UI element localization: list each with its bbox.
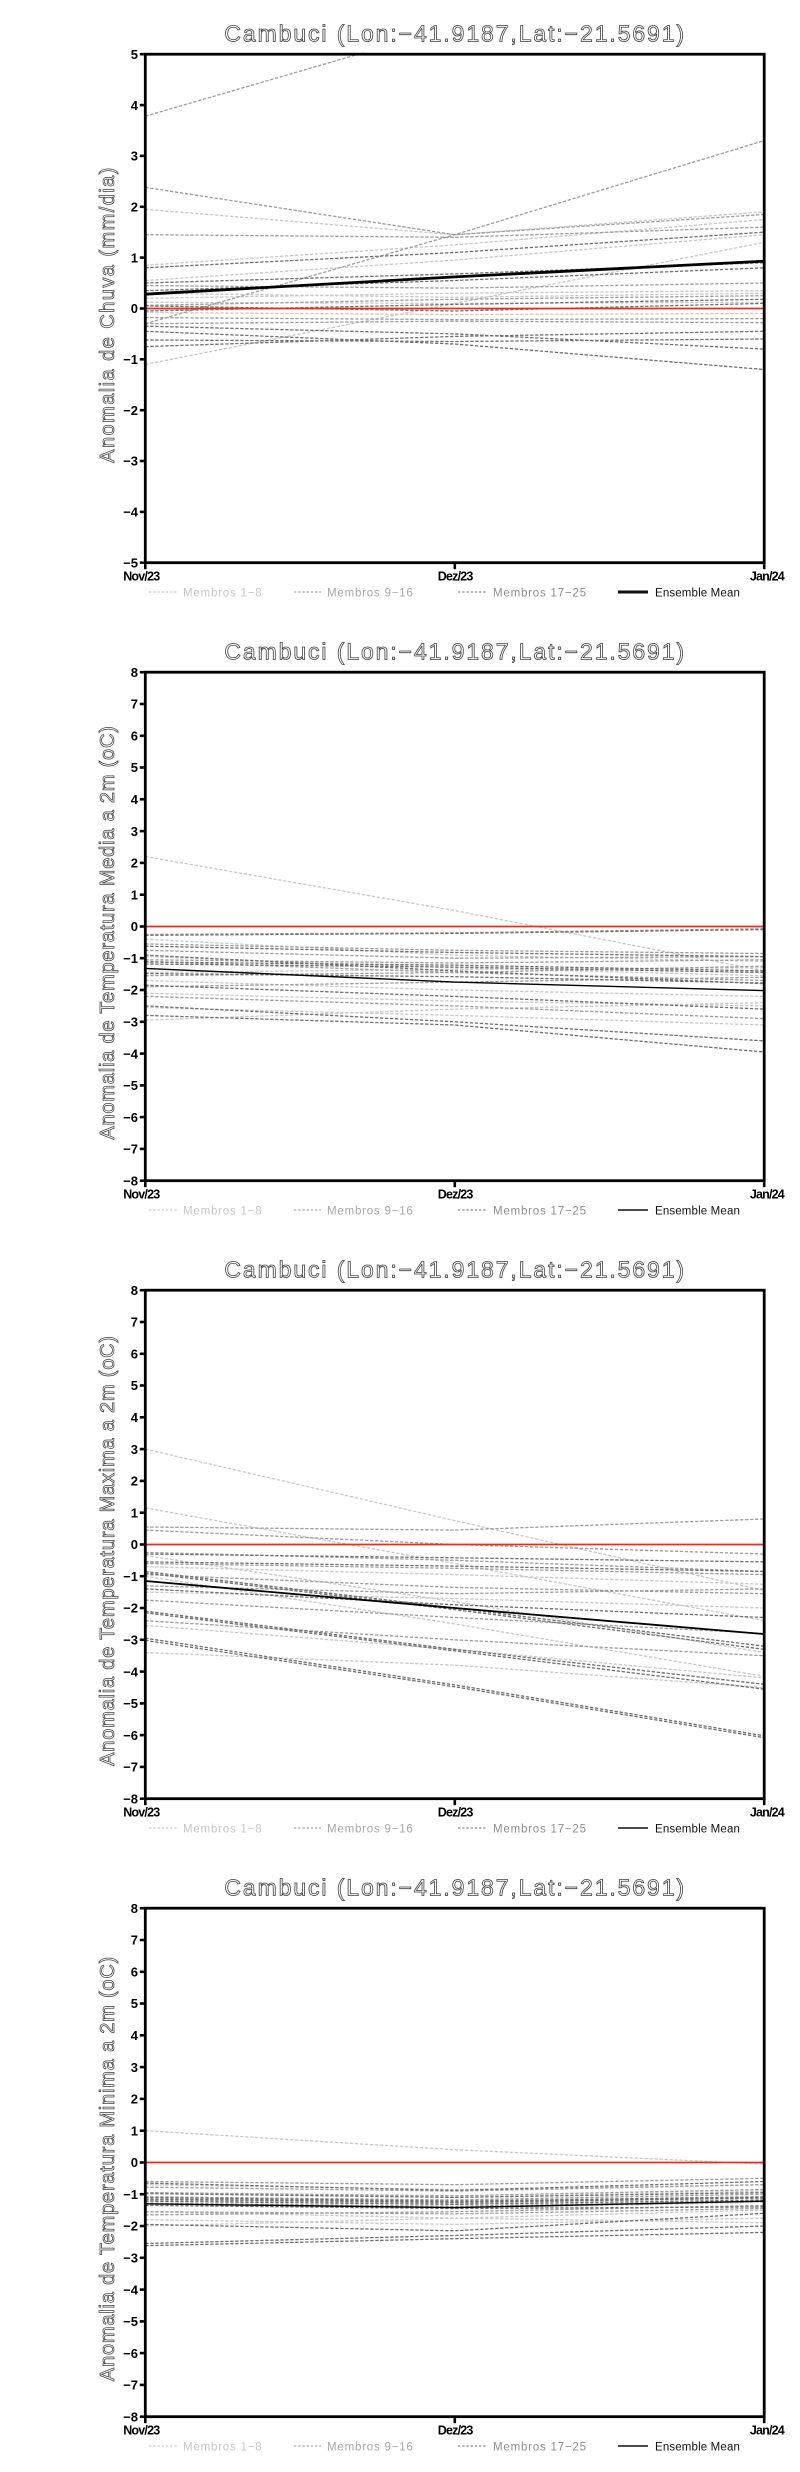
svg-text:1: 1 — [131, 1505, 138, 1520]
svg-text:7: 7 — [131, 1315, 138, 1330]
svg-text:Membros 17−25: Membros 17−25 — [493, 588, 587, 600]
svg-text:4: 4 — [131, 98, 139, 113]
svg-text:2: 2 — [131, 199, 138, 214]
svg-text:Anomalia de Temperatura Minima: Anomalia de Temperatura Minima a 2m (oC) — [97, 1956, 119, 2381]
svg-text:Nov/23: Nov/23 — [123, 1188, 160, 1202]
svg-text:Membros 17−25: Membros 17−25 — [493, 2442, 587, 2454]
svg-text:4: 4 — [131, 1410, 139, 1425]
svg-text:−5: −5 — [123, 1696, 138, 1711]
svg-text:−4: −4 — [123, 1046, 139, 1061]
svg-text:Jan/24: Jan/24 — [750, 2424, 785, 2438]
svg-text:Cambuci (Lon:−41.9187,Lat:−21.: Cambuci (Lon:−41.9187,Lat:−21.5691) — [224, 639, 686, 665]
svg-text:8: 8 — [131, 1283, 138, 1298]
svg-text:−3: −3 — [123, 1015, 138, 1030]
svg-text:Nov/23: Nov/23 — [123, 1806, 160, 1820]
svg-text:−4: −4 — [123, 1664, 139, 1679]
svg-text:Membros 9−16: Membros 9−16 — [327, 588, 414, 600]
svg-text:−6: −6 — [123, 1728, 138, 1743]
svg-text:Cambuci (Lon:−41.9187,Lat:−21.: Cambuci (Lon:−41.9187,Lat:−21.5691) — [224, 1875, 686, 1901]
svg-text:−5: −5 — [123, 555, 138, 570]
svg-text:Membros 1−8: Membros 1−8 — [183, 1206, 262, 1218]
svg-text:Jan/24: Jan/24 — [750, 570, 785, 584]
svg-text:−8: −8 — [123, 1173, 138, 1188]
svg-text:−2: −2 — [123, 2219, 138, 2234]
svg-text:5: 5 — [131, 1378, 138, 1393]
svg-text:Cambuci (Lon:−41.9187,Lat:−21.: Cambuci (Lon:−41.9187,Lat:−21.5691) — [224, 1257, 686, 1283]
svg-text:0: 0 — [131, 2155, 138, 2170]
svg-text:−1: −1 — [123, 352, 138, 367]
svg-text:−7: −7 — [123, 2378, 138, 2393]
svg-text:Membros 9−16: Membros 9−16 — [327, 1206, 414, 1218]
svg-text:1: 1 — [131, 250, 138, 265]
svg-text:2: 2 — [131, 1474, 138, 1489]
svg-text:−5: −5 — [123, 1078, 138, 1093]
svg-text:Dez/23: Dez/23 — [438, 570, 474, 584]
svg-text:−8: −8 — [123, 1791, 138, 1806]
svg-text:8: 8 — [131, 1901, 138, 1916]
svg-text:5: 5 — [131, 1996, 138, 2011]
svg-text:Membros 17−25: Membros 17−25 — [493, 1206, 587, 1218]
svg-text:1: 1 — [131, 887, 138, 902]
svg-text:−7: −7 — [123, 1142, 138, 1157]
svg-text:−2: −2 — [123, 1601, 138, 1616]
svg-text:7: 7 — [131, 697, 138, 712]
svg-text:−6: −6 — [123, 1110, 138, 1125]
svg-text:−7: −7 — [123, 1760, 138, 1775]
svg-text:Ensemble Mean: Ensemble Mean — [655, 1206, 740, 1218]
svg-text:Dez/23: Dez/23 — [438, 1806, 474, 1820]
svg-text:4: 4 — [131, 792, 139, 807]
svg-text:Membros 1−8: Membros 1−8 — [183, 1824, 262, 1836]
svg-text:Ensemble Mean: Ensemble Mean — [655, 588, 740, 600]
svg-text:Dez/23: Dez/23 — [438, 1188, 474, 1202]
svg-text:8: 8 — [131, 665, 138, 680]
svg-text:−3: −3 — [123, 454, 138, 469]
svg-text:Nov/23: Nov/23 — [123, 2424, 160, 2438]
svg-text:2: 2 — [131, 2092, 138, 2107]
svg-text:1: 1 — [131, 2123, 138, 2138]
svg-text:0: 0 — [131, 1537, 138, 1552]
svg-text:−6: −6 — [123, 2346, 138, 2361]
svg-text:Anomalia de Temperatura Media: Anomalia de Temperatura Media a 2m (oC) — [97, 725, 119, 1139]
svg-text:−1: −1 — [123, 951, 138, 966]
svg-text:6: 6 — [131, 1965, 138, 1980]
svg-text:6: 6 — [131, 1347, 138, 1362]
svg-text:Membros 1−8: Membros 1−8 — [183, 588, 262, 600]
svg-text:0: 0 — [131, 919, 138, 934]
svg-text:2: 2 — [131, 856, 138, 871]
svg-text:0: 0 — [131, 301, 138, 316]
svg-text:−1: −1 — [123, 1569, 138, 1584]
svg-text:−4: −4 — [123, 505, 139, 520]
svg-text:3: 3 — [131, 824, 138, 839]
svg-text:−1: −1 — [123, 2187, 138, 2202]
svg-text:Membros 9−16: Membros 9−16 — [327, 2442, 414, 2454]
svg-text:−3: −3 — [123, 2251, 138, 2266]
svg-text:Jan/24: Jan/24 — [750, 1188, 785, 1202]
svg-text:Jan/24: Jan/24 — [750, 1806, 785, 1820]
svg-text:Anomalia de Chuva (mm/dia): Anomalia de Chuva (mm/dia) — [97, 166, 119, 463]
svg-text:−4: −4 — [123, 2282, 139, 2297]
svg-text:3: 3 — [131, 149, 138, 164]
svg-text:Anomalia de Temperatura Maxima: Anomalia de Temperatura Maxima a 2m (oC) — [97, 1335, 119, 1766]
svg-text:5: 5 — [131, 47, 138, 62]
svg-text:3: 3 — [131, 1442, 138, 1457]
svg-text:Membros 9−16: Membros 9−16 — [327, 1824, 414, 1836]
svg-text:4: 4 — [131, 2028, 139, 2043]
svg-text:3: 3 — [131, 2060, 138, 2075]
svg-text:Membros 1−8: Membros 1−8 — [183, 2442, 262, 2454]
svg-text:−2: −2 — [123, 403, 138, 418]
svg-text:−5: −5 — [123, 2314, 138, 2329]
svg-text:−8: −8 — [123, 2409, 138, 2424]
svg-text:6: 6 — [131, 729, 138, 744]
svg-text:7: 7 — [131, 1933, 138, 1948]
svg-text:5: 5 — [131, 760, 138, 775]
svg-text:−3: −3 — [123, 1633, 138, 1648]
svg-text:Cambuci (Lon:−41.9187,Lat:−21.: Cambuci (Lon:−41.9187,Lat:−21.5691) — [224, 21, 686, 47]
svg-text:Dez/23: Dez/23 — [438, 2424, 474, 2438]
svg-text:Membros 17−25: Membros 17−25 — [493, 1824, 587, 1836]
svg-text:Ensemble Mean: Ensemble Mean — [655, 2442, 740, 2454]
svg-text:Ensemble Mean: Ensemble Mean — [655, 1824, 740, 1836]
svg-text:Nov/23: Nov/23 — [123, 570, 160, 584]
svg-text:−2: −2 — [123, 983, 138, 998]
